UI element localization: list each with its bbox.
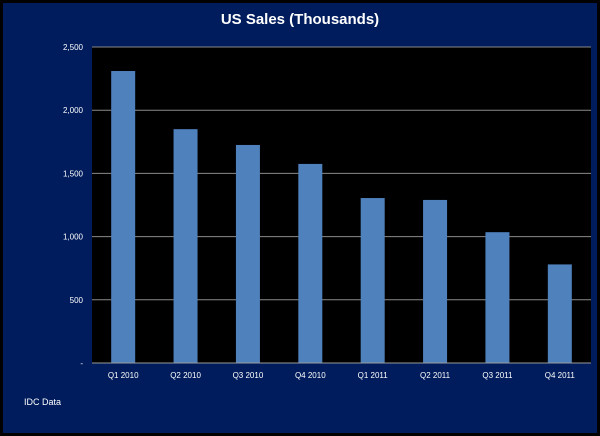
bar xyxy=(547,264,572,363)
x-tick-label: Q2 2011 xyxy=(420,371,451,380)
bar xyxy=(423,199,448,363)
y-tick-label: 500 xyxy=(70,296,84,305)
bar xyxy=(298,163,323,363)
x-axis-ticks: Q1 2010 Q2 2010 Q3 2010 Q4 2010 Q1 2011 Q2 20… xyxy=(108,371,576,380)
x-tick-label: Q2 2010 xyxy=(170,371,201,380)
bar xyxy=(360,198,385,363)
y-axis-ticks: - 500 1,000 1,500 2,000 2,500 xyxy=(63,43,84,368)
y-tick-label: 2,500 xyxy=(63,43,84,52)
chart-title: US Sales (Thousands) xyxy=(220,11,380,28)
plot-area xyxy=(92,47,591,363)
x-tick-label: Q3 2011 xyxy=(482,371,513,380)
y-tick-label: 1,500 xyxy=(63,169,84,178)
bars xyxy=(111,71,572,364)
x-tick-label: Q3 2010 xyxy=(233,371,264,380)
bar xyxy=(173,129,198,363)
x-tick-label: Q4 2010 xyxy=(295,371,326,380)
bar xyxy=(111,71,136,364)
bar xyxy=(485,232,510,363)
y-tick-label: - xyxy=(80,359,83,368)
x-tick-label: Q1 2011 xyxy=(358,371,389,380)
bar xyxy=(235,144,260,363)
x-tick-label: Q4 2011 xyxy=(545,371,576,380)
source-note: IDC Data xyxy=(24,397,62,407)
y-tick-label: 1,000 xyxy=(63,233,84,242)
x-tick-label: Q1 2010 xyxy=(108,371,139,380)
y-tick-label: 2,000 xyxy=(63,106,84,115)
